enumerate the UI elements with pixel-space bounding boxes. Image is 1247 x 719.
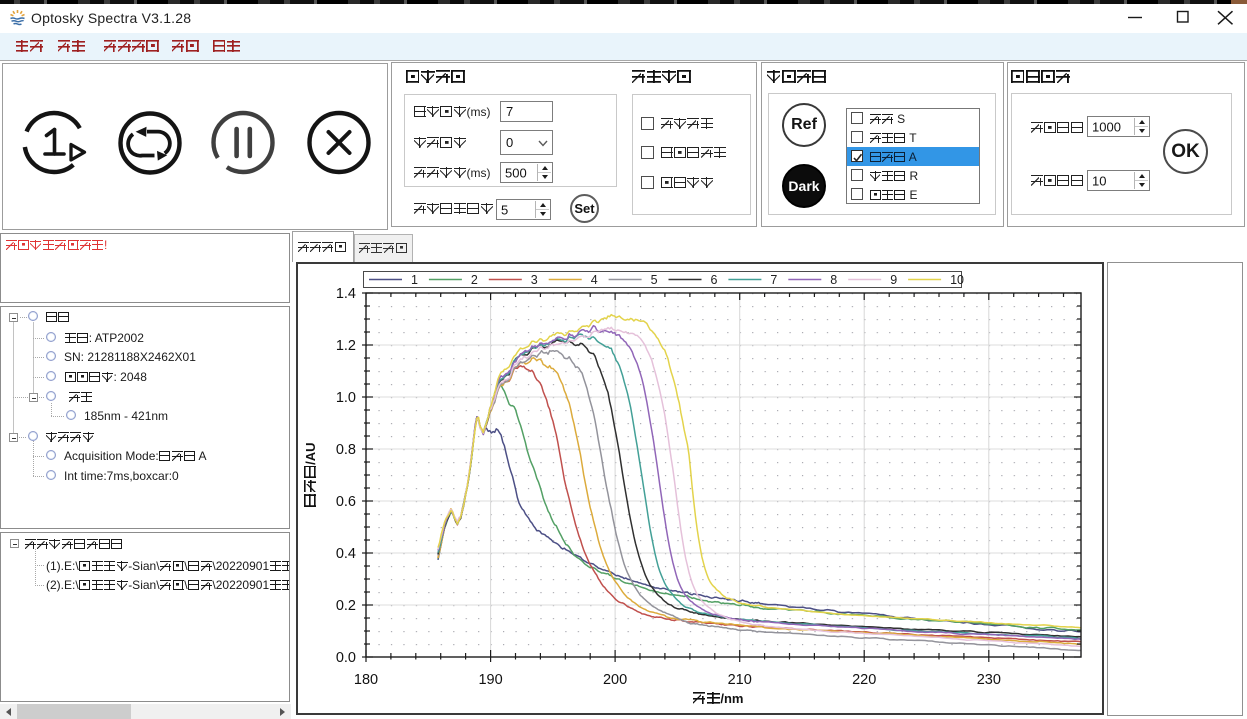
svg-text:7: 7: [770, 273, 777, 287]
svg-text:9: 9: [890, 273, 897, 287]
svg-text:2: 2: [471, 273, 478, 287]
svg-text:190: 190: [478, 672, 502, 688]
svg-text:6: 6: [711, 273, 718, 287]
svg-text:0.4: 0.4: [336, 546, 356, 562]
svg-text:0.6: 0.6: [336, 494, 356, 510]
svg-text:8: 8: [830, 273, 837, 287]
svg-text:1: 1: [411, 273, 418, 287]
svg-text:180: 180: [354, 672, 378, 688]
svg-text:1.0: 1.0: [336, 390, 356, 406]
svg-text:210: 210: [728, 672, 752, 688]
svg-text:3: 3: [531, 273, 538, 287]
svg-text:5: 5: [651, 273, 658, 287]
svg-text:0.2: 0.2: [336, 598, 356, 614]
svg-text:4: 4: [591, 273, 598, 287]
svg-text:220: 220: [852, 672, 876, 688]
svg-text:1.2: 1.2: [336, 338, 356, 354]
svg-text:10: 10: [950, 273, 964, 287]
svg-text:1.4: 1.4: [336, 286, 356, 302]
svg-text:230: 230: [977, 672, 1001, 688]
svg-text:0.8: 0.8: [336, 442, 356, 458]
svg-text:200: 200: [603, 672, 627, 688]
svg-text:0.0: 0.0: [336, 650, 356, 666]
